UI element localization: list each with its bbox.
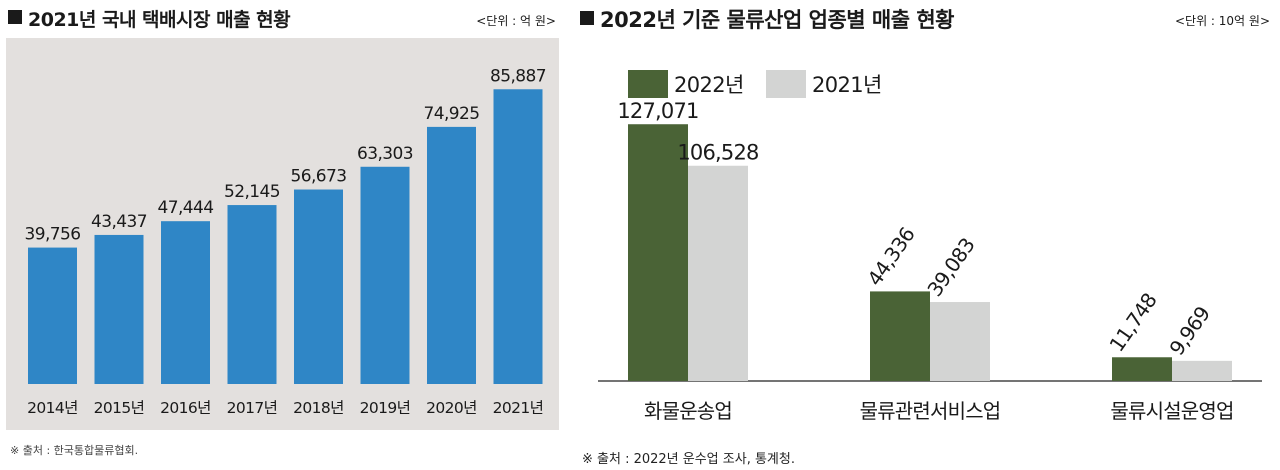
bar-value-label: 44,336 [862,223,919,290]
left-chart-title: 2021년 국내 택배시장 매출 현황 [28,9,291,31]
x-tick-label: 2014년 [27,399,78,417]
title-square-icon [580,11,594,25]
bar-value-label: 85,887 [490,66,546,86]
right-chart-header: 2022년 기준 물류산업 업종별 매출 현황 <단위 : 10억 원> [580,4,1270,34]
x-tick-label: 2016년 [160,399,211,417]
legend-label: 2021년 [812,73,882,97]
bar-value-label: 39,083 [922,234,979,301]
right-chart-unit: <단위 : 10억 원> [1174,14,1270,28]
x-category-label: 화물운송업 [644,399,732,423]
right-chart-title: 2022년 기준 물류산업 업종별 매출 현황 [600,8,954,32]
bar-2018년 [294,189,343,384]
left-chart-source: ※ 출처 : 한국통합물류협회. [10,444,139,457]
bar-화물운송업-2021년 [688,165,748,381]
bar-value-label: 9,969 [1164,302,1214,359]
legend-swatch-2022년 [628,70,668,98]
right-chart-svg: 2022년 2021년 127,071 106,528 화물운송업 44,336 39,08… [598,70,1262,423]
bar-2015년 [94,234,144,384]
bar-물류시설운영업-2021년 [1172,360,1232,381]
x-tick-label: 2017년 [227,399,278,417]
bar-value-label: 11,748 [1104,289,1161,356]
bar-value-label: 39,756 [25,225,81,245]
bar-2017년 [227,205,277,384]
bar-2016년 [161,221,210,384]
x-category-label: 물류관련서비스업 [860,399,1001,423]
bar-value-label: 43,437 [91,212,147,232]
x-tick-label: 2021년 [493,399,544,417]
right-chart-panel: 2022년 기준 물류산업 업종별 매출 현황 <단위 : 10억 원> 202… [572,0,1280,470]
bar-value-label: 56,673 [291,167,347,187]
legend-swatch-2021년 [766,70,806,98]
left-chart-panel: 2021년 국내 택배시장 매출 현황 <단위 : 억 원> 39,756 201… [0,0,566,470]
x-category-label: 물류시설운영업 [1110,399,1233,423]
bar-물류관련서비스업-2021년 [930,302,990,381]
x-tick-label: 2018년 [293,399,344,417]
bar-2021년 [493,89,543,385]
bar-value-label: 63,303 [357,144,413,164]
bar-화물운송업-2022년 [628,124,688,381]
bar-value-label: 106,528 [677,141,758,165]
x-tick-label: 2019년 [360,399,411,417]
bar-물류시설운영업-2022년 [1112,357,1172,381]
left-chart-unit: <단위 : 억 원> [476,14,556,28]
title-square-icon [8,10,22,24]
bar-2020년 [427,126,476,384]
left-chart-area: 39,756 2014년 43,437 2015년 47,444 2016년 52,145 2… [6,38,559,430]
bar-value-label: 52,145 [224,182,280,202]
left-chart-svg: 39,756 2014년 43,437 2015년 47,444 2016년 52,145 2… [25,66,547,417]
bar-물류관련서비스업-2022년 [870,291,930,381]
bar-2014년 [28,247,77,384]
bar-value-label: 74,925 [424,104,480,124]
bar-value-label: 127,071 [617,99,698,123]
bar-value-label: 47,444 [158,198,214,218]
right-chart-source: ※ 출처 : 2022년 운수업 조사, 통계청. [582,452,795,467]
left-chart-header: 2021년 국내 택배시장 매출 현황 <단위 : 억 원> [8,4,556,34]
x-tick-label: 2015년 [94,399,145,417]
legend-label: 2022년 [674,73,744,97]
x-tick-label: 2020년 [426,399,477,417]
bar-2019년 [360,166,410,384]
